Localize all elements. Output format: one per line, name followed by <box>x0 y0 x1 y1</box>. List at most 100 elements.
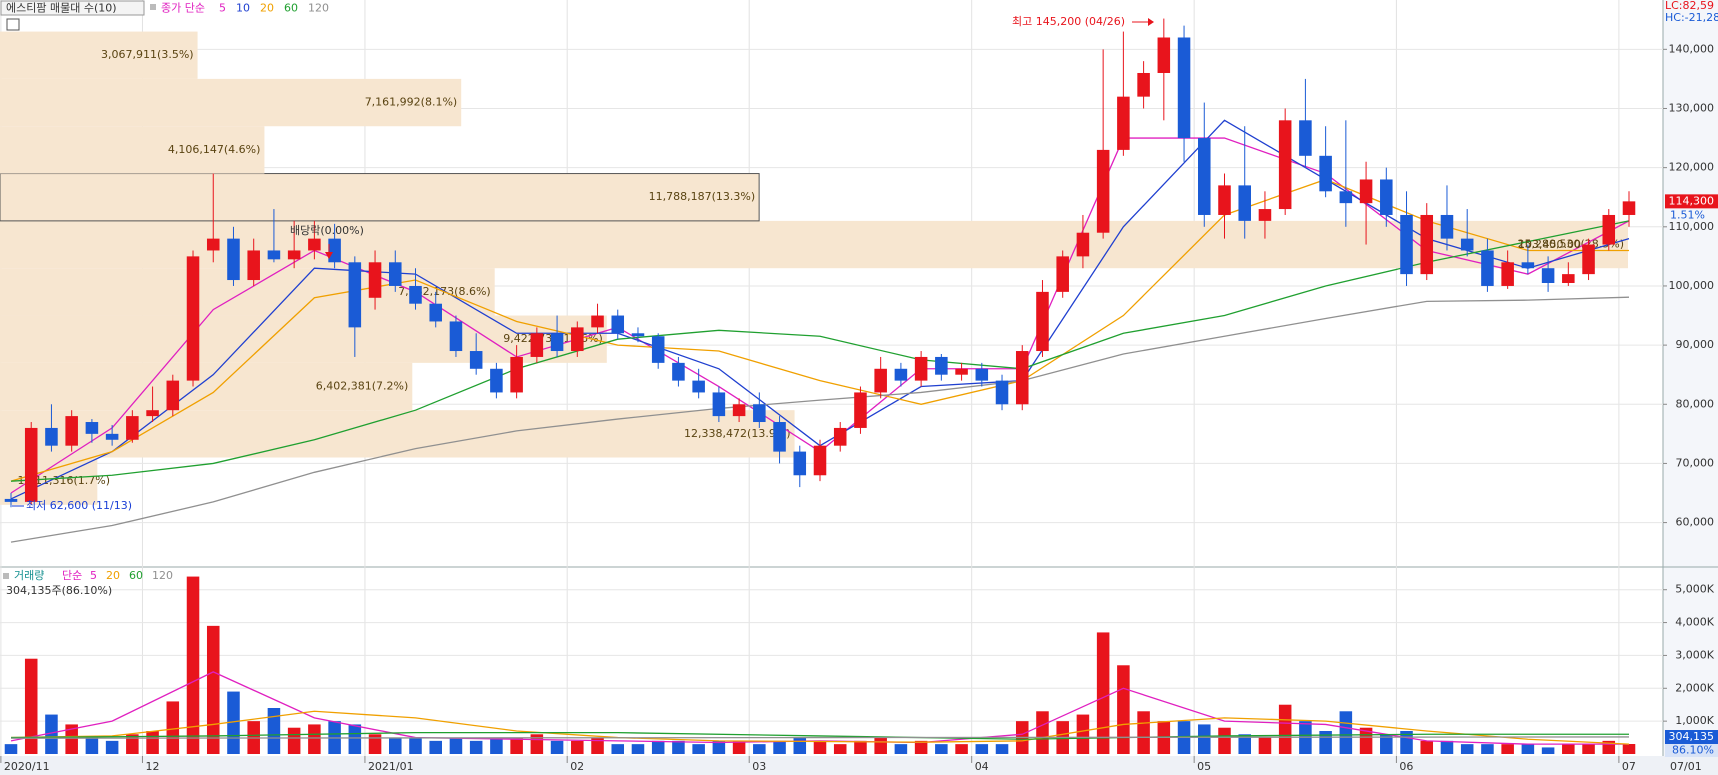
legend-entry: 20 <box>260 2 274 15</box>
candle-body <box>1157 37 1171 73</box>
profile-bar <box>0 173 760 222</box>
profile-bar <box>0 126 265 174</box>
candle-body <box>1218 185 1231 215</box>
hc-label: HC:-21,28 <box>1665 11 1718 24</box>
legend-entry: 120 <box>308 2 329 15</box>
candle-body <box>1238 185 1251 221</box>
candle-body <box>65 416 78 446</box>
candle-body <box>854 392 867 428</box>
profile-label: 11,788,187(13.3%) <box>649 190 756 203</box>
volume-bar <box>692 744 705 754</box>
y-tick-label: 70,000 <box>1676 456 1715 469</box>
y-tick-label: 80,000 <box>1676 397 1715 410</box>
volume-bar <box>449 737 463 754</box>
candle-body <box>348 262 362 328</box>
volume-bar <box>4 744 18 754</box>
x-tick-label: 02 <box>570 760 584 773</box>
candle-body <box>1319 155 1332 192</box>
volume-bar <box>1440 740 1454 754</box>
candle-body <box>874 368 887 393</box>
legend-icon <box>150 4 156 10</box>
level-annotation: 103,450.00 <box>1518 238 1581 251</box>
profile-label: 3,067,911(3.5%) <box>101 48 194 61</box>
volume-bar <box>409 737 422 754</box>
candle-body <box>389 262 402 286</box>
volume-tick-label: 5,000K <box>1675 583 1714 596</box>
volume-bar <box>45 714 58 754</box>
volume-bar <box>186 576 200 754</box>
volume-bar <box>126 734 139 754</box>
grid-icon <box>6 18 20 31</box>
legend-entry: 60 <box>129 569 143 582</box>
candle-body <box>1359 179 1373 204</box>
candle-body <box>1299 120 1312 156</box>
volume-bar <box>206 625 220 754</box>
volume-bar <box>995 744 1009 754</box>
volume-bar <box>611 744 625 754</box>
profile-bar <box>0 220 1628 269</box>
volume-bar <box>955 744 968 754</box>
moving-average <box>10 220 1630 482</box>
high-annotation: 최고 145,200 (04/26) <box>1012 15 1125 28</box>
volume-ratio-box <box>1665 744 1718 758</box>
candle-body <box>227 238 240 281</box>
legend-entry: 5 <box>219 2 226 15</box>
volume-bar <box>105 740 119 754</box>
volume-bar <box>1218 727 1231 754</box>
candle-body <box>1440 214 1454 239</box>
x-tick-label: 2020/11 <box>4 760 50 773</box>
volume-bar <box>469 740 483 754</box>
y-tick-label: 130,000 <box>1669 101 1715 114</box>
lc-label: LC:82,59 <box>1665 0 1714 12</box>
legend-entry: 120 <box>152 569 173 582</box>
volume-tick-label: 4,000K <box>1675 616 1714 629</box>
y-tick-label: 110,000 <box>1669 220 1715 233</box>
volume-bar <box>1036 711 1049 754</box>
candle-body <box>267 250 281 260</box>
x-tick-label: 05 <box>1197 760 1211 773</box>
profile-label: 12,338,472(13.9%) <box>684 427 791 440</box>
volume-bar <box>287 727 301 754</box>
profile-label: 4,106,147(4.6%) <box>168 143 261 156</box>
y-tick-label: 60,000 <box>1676 516 1715 529</box>
volume-bar <box>146 731 159 754</box>
candle-body <box>1096 149 1110 233</box>
volume-ratio-label: 86.10% <box>1672 744 1714 757</box>
candle-body <box>1521 262 1535 269</box>
x-tick-label: 2021/01 <box>368 760 414 773</box>
volume-bar <box>672 740 685 754</box>
candle-body <box>651 336 665 363</box>
x-tick-label: 03 <box>752 760 766 773</box>
profile-label: 6,402,381(7.2%) <box>316 380 409 393</box>
volume-bar <box>813 740 827 754</box>
candle-body <box>894 368 908 381</box>
volume-bar <box>712 740 726 754</box>
axis-area <box>1663 0 1718 775</box>
last-price-box <box>1665 194 1718 209</box>
last-volume-box <box>1665 730 1718 745</box>
low-annotation: 최저 62,600 (11/13) <box>26 499 132 512</box>
candle-body <box>1177 37 1191 139</box>
y-tick-label: 140,000 <box>1669 42 1715 55</box>
candle-body <box>1420 214 1434 275</box>
volume-bar <box>833 744 847 754</box>
candle-body <box>126 416 139 440</box>
x-tick-label: 12 <box>145 760 159 773</box>
candle-body <box>328 238 341 263</box>
volume-bar <box>510 737 523 754</box>
candle-body <box>1380 179 1393 215</box>
volume-tick-label: 1,000K <box>1675 714 1714 727</box>
candle-body <box>631 333 645 337</box>
candle-body <box>1117 96 1130 150</box>
volume-bar <box>550 740 564 754</box>
volume-bar <box>368 734 382 754</box>
volume-bar <box>429 740 442 754</box>
candle-body <box>429 303 442 322</box>
volume-moving-average <box>10 710 1630 745</box>
volume-bar <box>1582 744 1595 754</box>
legend-entry: 10 <box>236 2 250 15</box>
volume-bar <box>1521 744 1535 754</box>
volume-bar <box>1238 734 1251 754</box>
legend-entry: 5 <box>90 569 97 582</box>
candle-body <box>672 362 685 381</box>
